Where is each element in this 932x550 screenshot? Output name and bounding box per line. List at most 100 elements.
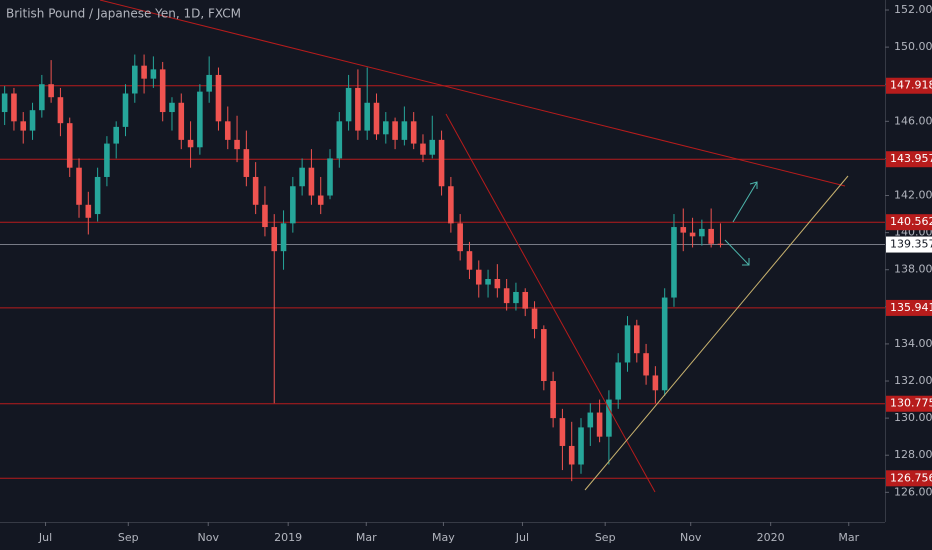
candle-body [280,223,287,252]
candle-body [11,93,17,122]
candle-body [262,204,268,228]
y-tick-label: 128.000 [894,448,932,461]
trend-line [445,113,656,493]
candle-body [141,65,147,79]
candle-body [429,139,436,155]
candle-body [466,251,473,270]
candle-body [541,329,547,382]
candle-body [234,139,240,150]
candle-body [113,126,119,144]
y-tick-label: 150.000 [894,40,932,53]
candle-body [475,269,482,285]
x-tick-label: Mar [838,531,859,544]
candle-body [578,427,584,465]
candle-body [39,84,45,111]
candle-body [187,139,194,148]
candle-body [206,74,212,92]
candle-body [215,74,222,122]
candle-body [132,65,138,94]
candle-body [550,381,556,419]
arrow-head [742,258,750,266]
level-label-box [886,151,932,168]
candle-body [680,227,687,233]
candle-body [317,195,324,205]
candle-body [652,375,659,391]
y-tick-label: 138.000 [894,263,932,276]
candle-body [699,228,705,237]
y-tick-label: 142.000 [894,189,932,202]
x-tick-label: 2020 [757,531,785,544]
level-label: 140.562 [890,215,932,228]
x-tick-label: Jul [38,531,52,544]
candle-body [20,121,27,131]
level-label-box [886,77,932,94]
candle-body [383,121,389,135]
candle-body [1,93,8,113]
arrow [724,239,750,266]
candle-body [401,121,408,140]
x-tick-label: 2019 [274,531,302,544]
trend-line [584,175,849,491]
candle-body [531,308,538,330]
candle-body [420,143,426,155]
candle-body [104,143,110,177]
candle-body [448,186,454,224]
x-tick-label: Sep [118,531,139,544]
candle-body [178,102,185,140]
candle-body [624,325,631,363]
candle-body [336,121,343,159]
x-tick-label: May [432,531,455,544]
level-label: 147.918 [890,79,932,92]
level-label-box [886,470,932,487]
candle-body [392,121,398,140]
candle-body [717,243,724,245]
y-tick-label: 132.000 [894,374,932,387]
candle-body [29,110,36,131]
y-tick-label: 130.000 [894,411,932,424]
x-tick-label: Jul [515,531,529,544]
candle-body [643,353,649,376]
candle-body [66,123,73,168]
level-label: 130.775 [890,397,932,410]
candle-body [48,84,54,98]
candle-body [345,87,352,122]
candle-body [169,102,175,113]
last-price-label: 139.357 [890,238,932,251]
level-label-box [886,214,932,231]
plot [0,54,885,482]
candle-body [410,121,417,144]
candle-body [85,204,92,218]
candle-body [587,412,594,428]
x-tick-label: Mar [356,531,377,544]
candle-body [327,158,333,196]
candle-body [243,149,250,177]
candle-body [559,418,566,446]
arrow-head [749,181,758,189]
level-label-box [886,395,932,412]
candle-body [122,93,129,127]
candle-body [373,102,380,135]
candle-body [299,167,305,187]
candle-body [290,186,296,224]
candle-body [661,297,668,391]
x-tick-label: Nov [680,531,702,544]
arrow [732,181,758,223]
trend-line [99,0,846,187]
y-tick-label: 134.000 [894,337,932,350]
candle-body [76,167,82,205]
candle-body [615,362,621,400]
candle-body [94,176,101,215]
candle-body [689,232,696,237]
last-price-box [886,236,932,253]
level-label: 135.941 [890,301,932,314]
x-tick-label: Nov [198,531,220,544]
axes: 126.000128.000130.000132.000134.000136.0… [38,3,932,544]
candle-body [224,121,231,140]
candle-body [438,139,445,187]
candle-body [494,278,501,289]
candle-body [596,412,603,437]
y-tick-label: 146.000 [894,114,932,127]
y-tick-label: 126.000 [894,485,932,498]
candle-body [252,176,259,205]
